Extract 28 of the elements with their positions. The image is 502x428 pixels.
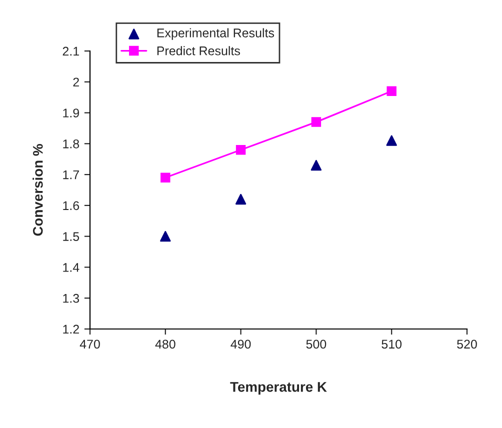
point xyxy=(160,172,170,183)
y-tick-label: 1.7 xyxy=(63,170,79,180)
x-tick-label: 520 xyxy=(457,340,477,349)
x-axis-title: Temperature K xyxy=(230,382,327,395)
point xyxy=(386,86,396,96)
y-tick-label: 1.4 xyxy=(63,263,80,272)
y-tick-label: 2 xyxy=(73,78,79,86)
point xyxy=(236,144,246,155)
x-tick-label: 500 xyxy=(306,340,326,349)
y-tick-label: 1.6 xyxy=(63,201,80,210)
point xyxy=(160,230,171,242)
y-tick-label: 1.9 xyxy=(63,108,79,118)
x-tick-label: 470 xyxy=(80,340,100,349)
x-tick-label: 510 xyxy=(382,340,402,349)
point xyxy=(311,117,322,127)
legend-label: Experimental Results xyxy=(157,28,274,40)
point xyxy=(386,135,397,146)
point xyxy=(310,160,322,171)
y-tick-label: 1.5 xyxy=(63,232,80,241)
y-tick-label: 2.1 xyxy=(62,46,79,56)
x-tick-label: 480 xyxy=(155,340,176,349)
x-tick-label: 490 xyxy=(230,340,251,349)
legend-label: Predict Results xyxy=(157,46,240,56)
point xyxy=(235,194,246,205)
y-tick-label: 1.2 xyxy=(63,324,79,334)
y-axis-title: Conversion % xyxy=(32,144,43,236)
y-tick-label: 1.8 xyxy=(63,139,80,148)
y-tick-label: 1.3 xyxy=(63,294,80,303)
